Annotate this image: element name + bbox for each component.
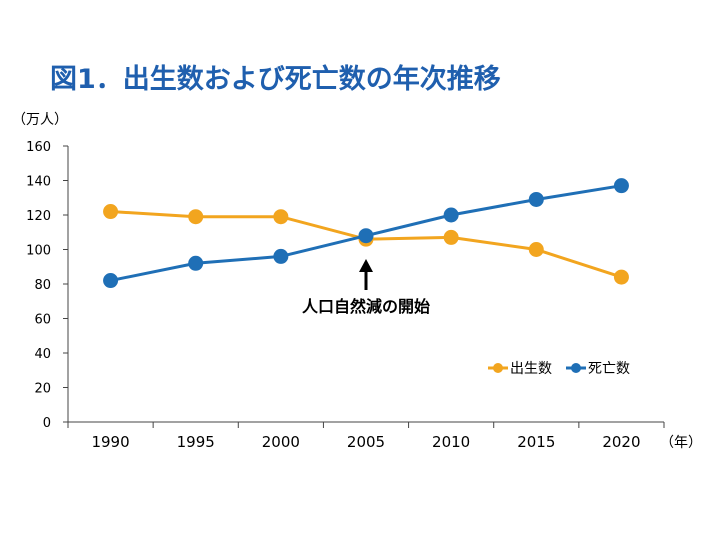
x-tick-label: 2015 — [517, 433, 555, 451]
y-tick-label: 20 — [34, 382, 51, 397]
legend-marker — [493, 363, 503, 373]
data-point — [103, 204, 119, 220]
x-tick-label: 2010 — [432, 433, 470, 451]
y-tick-label: 0 — [43, 416, 51, 431]
x-tick-label: 1995 — [177, 433, 215, 451]
x-tick-label: 2005 — [347, 433, 385, 451]
y-tick-label: 40 — [34, 347, 51, 362]
y-axis-unit-label: （万人） — [12, 112, 68, 128]
data-point — [273, 209, 289, 225]
data-point — [188, 255, 204, 271]
x-tick-label: 2020 — [602, 433, 640, 451]
legend-label: 死亡数 — [588, 361, 630, 377]
data-point — [613, 178, 629, 194]
y-tick-label: 80 — [34, 278, 51, 293]
chart-title: 図1．出生数および死亡数の年次推移 — [50, 63, 501, 95]
y-tick-label: 140 — [26, 175, 51, 190]
y-tick-label: 100 — [26, 244, 51, 259]
data-point — [443, 229, 459, 245]
x-tick-label: 1990 — [91, 433, 129, 451]
data-point — [528, 242, 544, 257]
data-point — [613, 269, 629, 285]
x-axis-unit-label: （年） — [660, 435, 702, 451]
legend: 出生数 死亡数 — [488, 361, 630, 377]
data-point — [358, 228, 374, 244]
legend-marker — [571, 363, 581, 373]
data-point — [103, 273, 119, 289]
legend-item: 死亡数 — [566, 361, 630, 377]
data-point — [528, 191, 544, 207]
x-tick-label: 2000 — [262, 433, 300, 451]
data-point — [443, 207, 459, 223]
annotation-arrow-head — [359, 259, 373, 272]
y-tick-label: 60 — [34, 313, 51, 328]
data-point — [188, 209, 204, 225]
axes: 0 20 40 60 80 100 120 140 160 1990 1995 2000 2005 201… — [26, 140, 665, 451]
data-point — [273, 248, 289, 264]
legend-item: 出生数 — [488, 361, 552, 377]
y-tick-label: 160 — [26, 140, 51, 155]
series-layer — [103, 178, 629, 289]
series-deaths — [103, 178, 629, 289]
y-tick-label: 120 — [26, 209, 51, 224]
annotation-text: 人口自然減の開始 — [302, 297, 430, 316]
legend-label: 出生数 — [510, 361, 552, 377]
annotation: 人口自然減の開始 — [302, 259, 430, 316]
